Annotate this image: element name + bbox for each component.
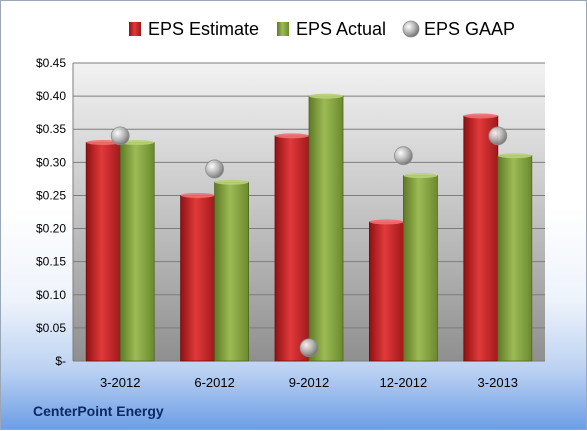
bar-top-highlight [214,179,249,185]
x-tick-label: 6-2012 [194,375,234,390]
bar-eps-estimate [85,142,121,362]
legend-eps-gaap-label: EPS GAAP [424,19,515,39]
bar-eps-actual [214,181,250,362]
bar-top-highlight [463,113,498,119]
legend: EPS Estimate EPS Actual EPS GAAP [129,19,515,39]
x-axis: 3-2012 6-2012 9-2012 12-2012 3-2013 [100,375,518,390]
y-tick-label: $0.40 [36,89,66,103]
legend-eps-estimate-label: EPS Estimate [148,19,259,39]
bar-eps-actual [119,142,155,362]
bar-eps-estimate [274,135,310,362]
y-tick-label: $0.10 [36,288,66,302]
bar-eps-actual [402,175,438,362]
x-tick-label: 12-2012 [380,375,428,390]
y-tick-label: $0.05 [36,321,66,335]
bar-top-highlight [180,192,215,198]
marker-eps-gaap [299,338,319,358]
legend-eps-gaap-swatch [402,20,420,38]
y-tick-label: $0.35 [36,122,66,136]
bar-eps-actual [308,95,344,362]
x-tick-label: 9-2012 [289,375,329,390]
x-tick-label: 3-2013 [478,375,518,390]
bar-top-highlight [369,219,404,225]
bar-eps-actual [497,155,533,362]
marker-eps-gaap [488,126,508,146]
y-tick-label: $0.20 [36,222,66,236]
bar-eps-estimate [180,195,216,362]
bar-top-highlight [403,173,438,179]
bars [85,93,533,362]
y-axis: $- $0.05 $0.10 $0.15 $0.20 $0.25 $0.30 $0.35 $0.… [36,56,74,368]
y-tick-label: $0.45 [36,56,66,70]
bar-top-highlight [120,139,155,145]
legend-eps-actual-swatch [277,22,289,36]
legend-eps-estimate-swatch [129,22,141,36]
marker-eps-gaap [110,126,130,146]
marker-eps-gaap [393,146,413,166]
y-tick-label: $0.15 [36,255,66,269]
bar-top-highlight [309,93,343,99]
y-tick-label: $0.30 [36,155,66,169]
bar-top-highlight [497,153,532,159]
x-tick-label: 3-2012 [100,375,140,390]
gaap-markers [110,126,508,358]
company-name: CenterPoint Energy [33,403,164,419]
y-tick-label: $0.25 [36,188,66,202]
bar-eps-estimate [368,221,404,362]
bar-eps-estimate [463,115,499,362]
y-tick-label: $- [55,354,66,368]
marker-eps-gaap [205,159,225,179]
bar-top-highlight [86,139,121,145]
bar-top-highlight [275,133,309,139]
legend-eps-actual-label: EPS Actual [296,19,386,39]
